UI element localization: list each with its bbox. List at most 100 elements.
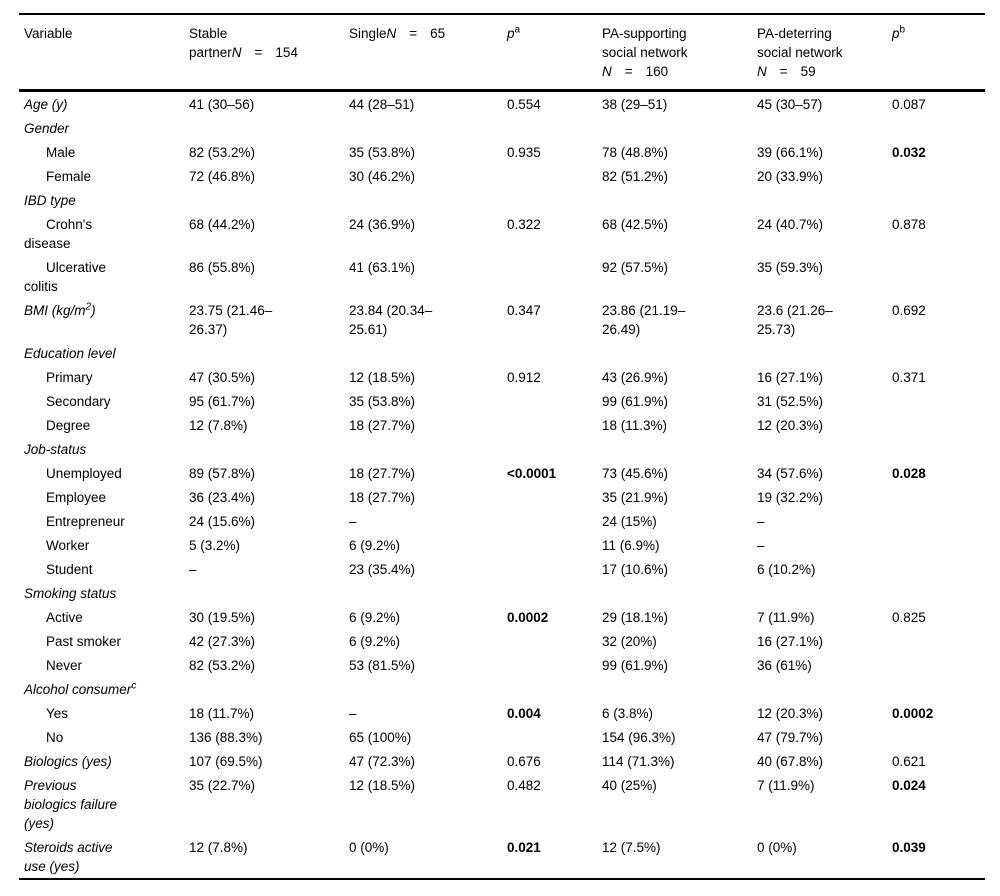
row-label: Job-status	[24, 442, 87, 457]
data-cell: 36 (61%)	[757, 658, 812, 673]
data-cell: 0.0002	[892, 706, 934, 721]
equals-sign: =	[624, 64, 633, 79]
equals-sign: =	[779, 64, 788, 79]
data-cell	[892, 581, 985, 605]
col-header-pa-deterring: PA-deterring social network N = 59	[757, 14, 892, 91]
data-cell	[189, 437, 349, 461]
data-cell: 68 (42.5%)	[602, 217, 669, 232]
data-cell: 6 (9.2%)	[349, 634, 401, 649]
data-cell	[349, 116, 507, 140]
data-cell	[507, 188, 602, 212]
data-cell: 43 (26.9%)	[602, 370, 669, 385]
table-row: Gender	[19, 116, 985, 140]
data-cell	[507, 725, 602, 749]
n-count: 154	[275, 45, 298, 60]
data-cell: 0.371	[892, 370, 926, 385]
data-cell: 6 (10.2%)	[757, 562, 816, 577]
data-cell: 42 (27.3%)	[189, 634, 256, 649]
row-label: BMI (kg/m2)	[24, 301, 96, 318]
data-cell	[189, 581, 349, 605]
row-label: Smoking status	[24, 586, 117, 601]
data-cell: 29 (18.1%)	[602, 610, 669, 625]
data-cell	[507, 677, 602, 701]
data-cell	[892, 255, 985, 298]
row-label: Worker	[46, 538, 90, 553]
row-label: IBD type	[24, 193, 76, 208]
data-cell: 0.912	[507, 370, 541, 385]
data-cell: 12 (18.5%)	[349, 778, 416, 793]
data-cell	[892, 629, 985, 653]
stable-line1: Stable	[189, 26, 228, 41]
table-row: Worker 5 (3.2%) 6 (9.2%) 11 (6.9%) –	[19, 533, 985, 557]
table-row: Employee 36 (23.4%) 18 (27.7%) 35 (21.9%) 19…	[19, 485, 985, 509]
data-cell	[892, 653, 985, 677]
data-cell	[757, 581, 892, 605]
data-cell: 0.0002	[507, 610, 549, 625]
table-row: Never 82 (53.2%) 53 (81.5%) 99 (61.9%) 36 (6…	[19, 653, 985, 677]
table-row: Unemployed 89 (57.8%) 18 (27.7%) <0.0001 73 …	[19, 461, 985, 485]
data-cell: 86 (55.8%)	[189, 260, 256, 275]
table-row: IBD type	[19, 188, 985, 212]
header-row: Variable Stable partnerN = 154 SingleN = 65 …	[19, 14, 985, 91]
data-cell: 0.028	[892, 466, 926, 481]
row-label: Ulcerative colitis	[24, 260, 107, 294]
data-cell	[507, 557, 602, 581]
table-row: Age (y) 41 (30–56) 44 (28–51) 0.554 38 (29–5…	[19, 91, 985, 117]
row-label: Primary	[46, 370, 93, 385]
data-cell	[507, 533, 602, 557]
data-cell: 0 (0%)	[349, 840, 389, 855]
data-cell: 35 (59.3%)	[757, 260, 824, 275]
data-cell: 36 (23.4%)	[189, 490, 256, 505]
equals-sign: =	[254, 45, 263, 60]
n-count: 160	[645, 64, 669, 79]
data-cell: 41 (63.1%)	[349, 260, 416, 275]
data-cell: 0.692	[892, 303, 926, 318]
data-cell: 78 (48.8%)	[602, 145, 669, 160]
data-cell: 0.322	[507, 217, 541, 232]
row-label: Previous biologics failure (yes)	[24, 778, 118, 831]
col-header-single: SingleN = 65	[349, 14, 507, 91]
data-cell	[507, 653, 602, 677]
pa-deterring-line2: social network	[757, 45, 843, 60]
table-row: Past smoker 42 (27.3%) 6 (9.2%) 32 (20%) 16 …	[19, 629, 985, 653]
col-header-pa-supporting: PA-supporting social network N = 160	[602, 14, 757, 91]
data-cell	[892, 533, 985, 557]
data-cell	[892, 509, 985, 533]
data-cell: 0.878	[892, 217, 926, 232]
p-superscript-a: a	[514, 24, 521, 36]
data-cell: –	[349, 514, 357, 529]
data-cell: 18 (27.7%)	[349, 490, 416, 505]
table-row: Male 82 (53.2%) 35 (53.8%) 0.935 78 (48.8%) 3…	[19, 140, 985, 164]
data-cell: 23.84 (20.34– 25.61)	[349, 303, 433, 337]
data-cell	[892, 557, 985, 581]
data-cell	[507, 341, 602, 365]
data-cell	[507, 485, 602, 509]
data-cell: 18 (27.7%)	[349, 466, 416, 481]
data-cell	[602, 116, 757, 140]
data-cell: 35 (53.8%)	[349, 394, 416, 409]
data-cell: 0.676	[507, 754, 541, 769]
row-label: Alcohol consumerc	[24, 680, 137, 697]
pa-deterring-line3: N = 59	[757, 62, 886, 81]
data-cell	[757, 341, 892, 365]
data-cell	[349, 677, 507, 701]
data-cell: 0.004	[507, 706, 541, 721]
data-cell: 107 (69.5%)	[189, 754, 263, 769]
data-cell	[892, 485, 985, 509]
row-label: Male	[46, 145, 76, 160]
data-cell: 0.039	[892, 840, 926, 855]
data-cell	[892, 341, 985, 365]
table-row: Primary 47 (30.5%) 12 (18.5%) 0.912 43 (26.9…	[19, 365, 985, 389]
table-row: Smoking status	[19, 581, 985, 605]
pa-deterring-line1: PA-deterring	[757, 26, 832, 41]
p-symbol: p	[507, 26, 515, 41]
data-cell	[507, 255, 602, 298]
row-label: Education level	[24, 346, 116, 361]
table-row: Crohn's disease 68 (44.2%) 24 (36.9%) 0.322…	[19, 212, 985, 255]
data-cell: 136 (88.3%)	[189, 730, 263, 745]
row-label: Entrepreneur	[46, 514, 125, 529]
data-cell: 31 (52.5%)	[757, 394, 824, 409]
data-cell: 17 (10.6%)	[602, 562, 669, 577]
data-cell: 6 (9.2%)	[349, 610, 401, 625]
data-cell: 39 (66.1%)	[757, 145, 824, 160]
